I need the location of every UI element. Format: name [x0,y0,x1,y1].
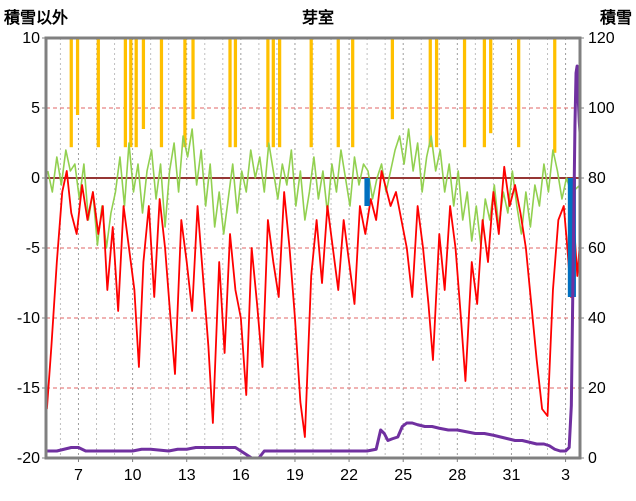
svg-text:-10: -10 [17,310,40,327]
svg-text:31: 31 [503,467,521,484]
svg-text:10: 10 [22,30,40,47]
svg-text:13: 13 [178,467,196,484]
svg-text:0: 0 [588,450,597,467]
svg-text:7: 7 [74,467,83,484]
svg-text:28: 28 [448,467,466,484]
svg-text:40: 40 [588,310,606,327]
svg-text:5: 5 [31,100,40,117]
svg-text:80: 80 [588,170,606,187]
svg-text:-20: -20 [17,450,40,467]
svg-text:0: 0 [31,170,40,187]
svg-text:25: 25 [394,467,412,484]
svg-text:19: 19 [286,467,304,484]
right-axis-title: 積雪 [599,10,632,27]
svg-text:3: 3 [561,467,570,484]
chart-title: 芽室 [301,10,334,27]
svg-text:20: 20 [588,380,606,397]
left-axis-title: 積雪以外 [4,10,69,27]
svg-text:16: 16 [232,467,250,484]
svg-text:-5: -5 [26,240,40,257]
svg-text:22: 22 [340,467,358,484]
svg-text:120: 120 [588,30,615,47]
svg-text:60: 60 [588,240,606,257]
svg-text:10: 10 [124,467,142,484]
svg-text:100: 100 [588,100,615,117]
svg-text:-15: -15 [17,380,40,397]
